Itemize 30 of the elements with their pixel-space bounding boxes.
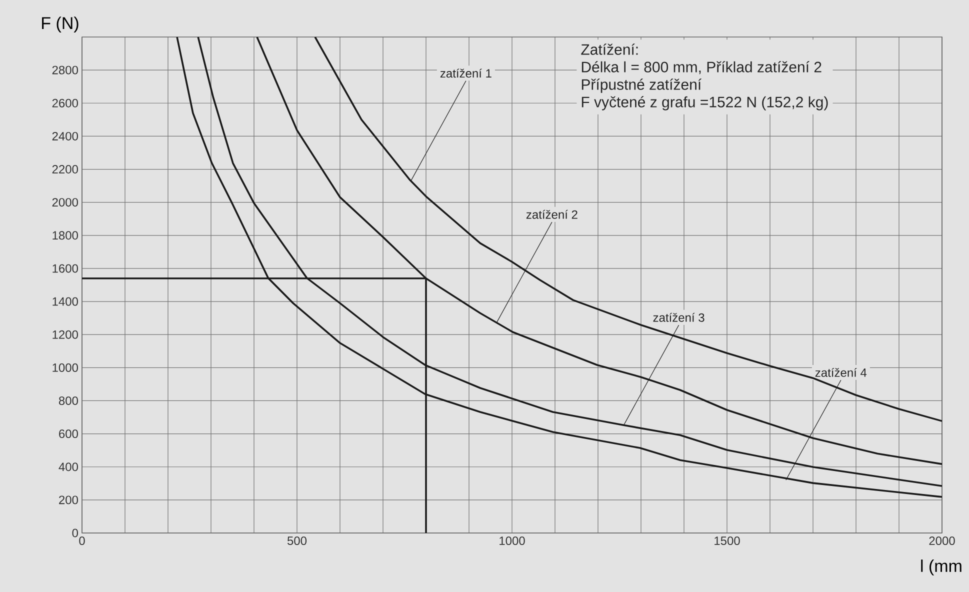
y-tick-label: 200 — [59, 496, 78, 504]
y-tick-label: 2600 — [52, 98, 78, 108]
annotation: F vyčtené z grafu =1522 N (152,2 kg) — [582, 96, 828, 110]
x-tick-label: 0 — [79, 536, 85, 546]
y-tick-label: 400 — [58, 462, 78, 472]
annotation: Zatížení: — [581, 44, 638, 55]
y-tick-label: 1600 — [52, 264, 78, 273]
y-tick-label: 2800 — [52, 66, 78, 74]
annotation: zatížení 2 — [526, 210, 578, 219]
y-tick-label: 1800 — [52, 231, 78, 240]
y-tick-label: 1000 — [52, 363, 78, 372]
y-tick-label: 600 — [59, 430, 78, 438]
annotation: Délka l = 800 mm, Příklad zatížení 2 — [582, 61, 822, 74]
y-tick-label: 1200 — [52, 330, 78, 339]
y-tick-label: 0 — [72, 528, 78, 538]
x-tick-label: 1000 — [500, 536, 525, 546]
y-tick-label: 1400 — [52, 297, 78, 306]
y-tick-label: 2200 — [52, 165, 78, 174]
y-tick-label: 800 — [58, 396, 78, 405]
x-tick-label: 2000 — [929, 536, 955, 546]
y-tick-label: 2000 — [52, 198, 78, 207]
annotation: zatížení 1 — [440, 68, 492, 78]
y-axis-title: F (N) — [42, 16, 78, 32]
annotation: zatížení 3 — [653, 312, 704, 322]
annotation: Přípustné zatížení — [582, 78, 702, 93]
x-tick-label: 500 — [287, 536, 307, 546]
x-axis-title: l (mm — [921, 560, 962, 576]
y-tick-label: 2400 — [52, 132, 78, 140]
annotation: zatížení 4 — [815, 368, 867, 377]
x-tick-label: 1500 — [714, 536, 740, 546]
